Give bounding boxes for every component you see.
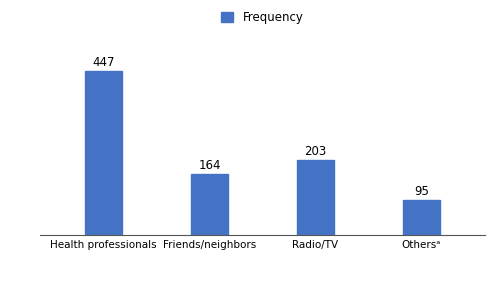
Bar bbox=[191, 174, 228, 235]
Bar bbox=[297, 160, 334, 235]
Bar bbox=[85, 71, 122, 235]
Text: 447: 447 bbox=[92, 56, 115, 69]
Bar bbox=[403, 200, 440, 235]
Text: 164: 164 bbox=[198, 159, 221, 172]
Legend: Frequency: Frequency bbox=[216, 6, 308, 29]
Text: 203: 203 bbox=[304, 145, 326, 158]
Text: 95: 95 bbox=[414, 184, 429, 198]
